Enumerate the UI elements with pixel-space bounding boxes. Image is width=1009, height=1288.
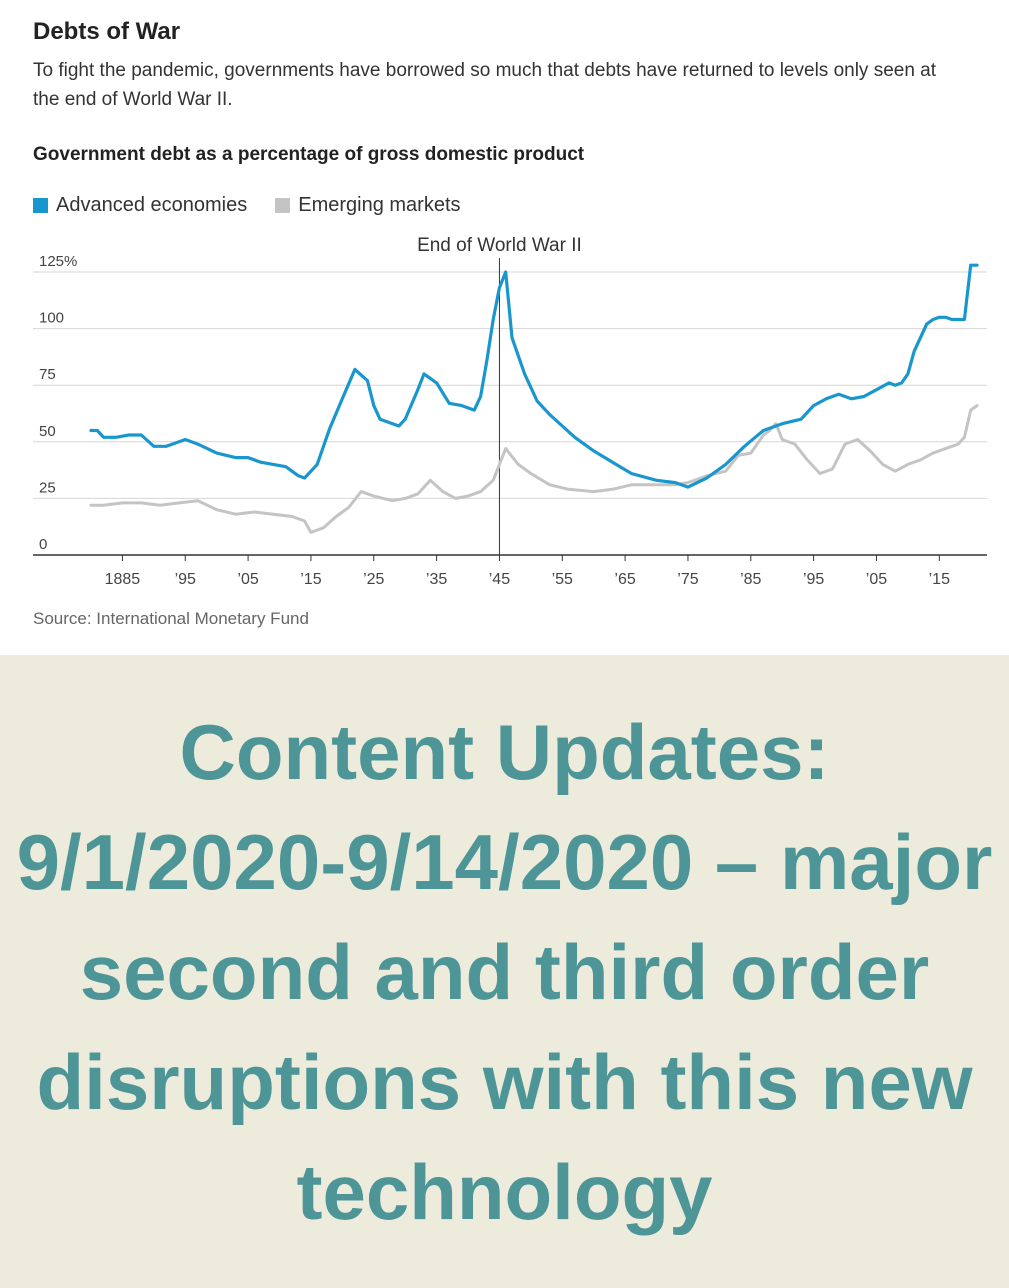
- chart-source: Source: International Monetary Fund: [33, 609, 309, 628]
- legend-label-emerging: Emerging markets: [298, 194, 461, 216]
- chart-heading: Government debt as a percentage of gross…: [33, 144, 585, 165]
- y-tick-label: 50: [39, 423, 56, 440]
- line-chart: 0 25 50 75 100 125% 1885 ’95 ’05 ’15 ’25 ’35 ’45 ’55 ’…: [33, 235, 987, 588]
- chart-legend: Advanced economies Emerging markets: [33, 194, 489, 217]
- x-tick-label: ’45: [489, 571, 510, 588]
- y-tick-label: 25: [39, 479, 56, 496]
- x-tick-label: ’95: [803, 571, 824, 588]
- x-tick-label: ’15: [300, 571, 321, 588]
- legend-swatch-emerging: [275, 198, 291, 213]
- annotation-label: End of World War II: [417, 235, 582, 256]
- y-tick-label: 125%: [39, 253, 77, 270]
- chart-panel: Debts of War To fight the pandemic, gove…: [33, 18, 987, 628]
- x-tick-label: ’15: [929, 571, 950, 588]
- x-tick-label: ’75: [677, 571, 698, 588]
- x-tick-label: ’95: [175, 571, 196, 588]
- x-tick-label: ’35: [426, 571, 447, 588]
- x-tick-label: ’05: [866, 571, 887, 588]
- y-tick-label: 75: [39, 366, 56, 383]
- y-tick-label: 100: [39, 310, 64, 327]
- chart-title: Debts of War: [33, 18, 181, 45]
- content-updates-banner: Content Updates: 9/1/2020-9/14/2020 – ma…: [0, 655, 1009, 1288]
- x-tick-label: ’65: [614, 571, 635, 588]
- x-tick-label: ’25: [363, 571, 384, 588]
- legend-swatch-advanced: [33, 198, 48, 213]
- legend-item-advanced: Advanced economies: [33, 194, 247, 217]
- x-tick-label: 1885: [105, 571, 141, 588]
- banner-text: Content Updates: 9/1/2020-9/14/2020 – ma…: [16, 707, 993, 1236]
- legend-label-advanced: Advanced economies: [56, 194, 248, 216]
- series-line-emerging-markets: [89, 404, 979, 534]
- y-tick-label: 0: [39, 536, 47, 553]
- legend-item-emerging: Emerging markets: [275, 194, 461, 217]
- x-tick-label: ’05: [237, 571, 258, 588]
- series-line-advanced-economies: [89, 263, 979, 489]
- chart-subtitle: To fight the pandemic, governments have …: [33, 60, 937, 110]
- x-tick-label: ’85: [740, 571, 761, 588]
- x-tick-label: ’55: [552, 571, 573, 588]
